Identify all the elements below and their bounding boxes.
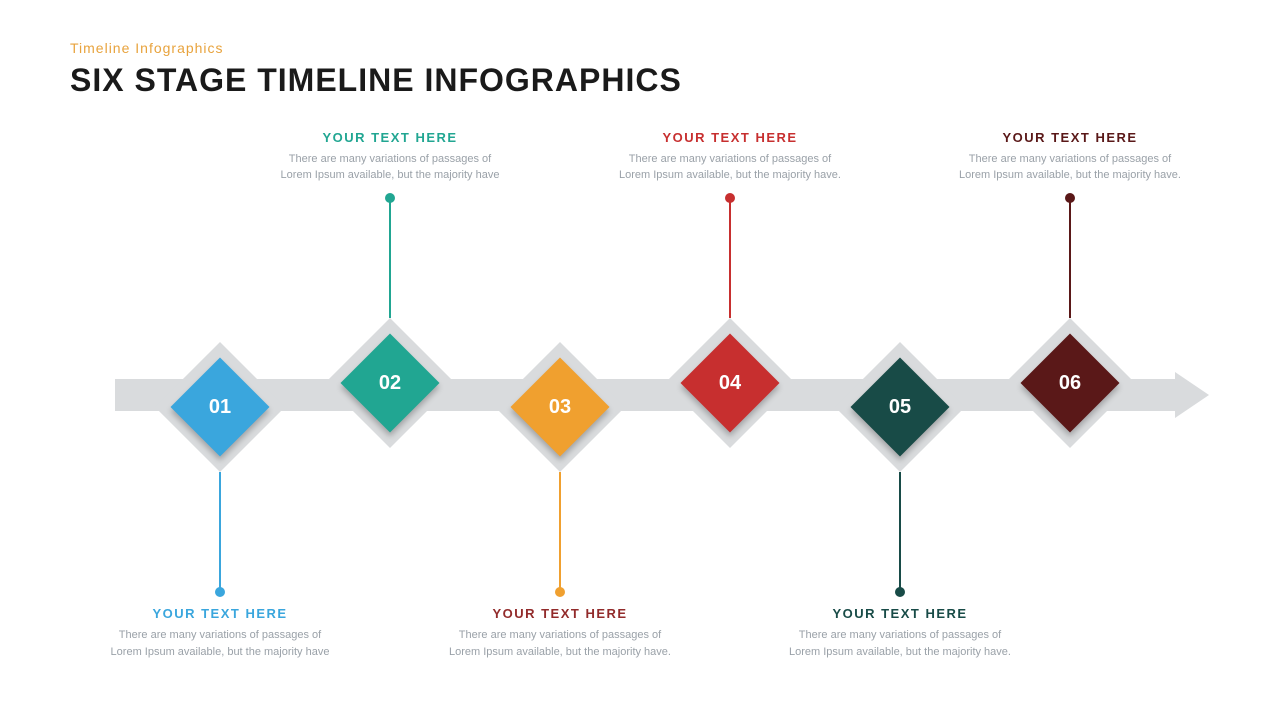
stage-stem bbox=[389, 198, 391, 318]
timeline-canvas: 01 YOUR TEXT HERE There are many variation… bbox=[0, 0, 1280, 720]
caption-title: YOUR TEXT HERE bbox=[615, 130, 845, 145]
stage-stem bbox=[1069, 198, 1071, 318]
stage-caption: YOUR TEXT HERE There are many variations … bbox=[955, 130, 1185, 184]
stage-number: 02 bbox=[344, 337, 436, 429]
caption-body: There are many variations of passages of… bbox=[445, 627, 675, 660]
caption-title: YOUR TEXT HERE bbox=[105, 606, 335, 621]
stage-stem bbox=[729, 198, 731, 318]
stage-node-05: 05 bbox=[854, 361, 946, 453]
caption-body: There are many variations of passages of… bbox=[615, 151, 845, 184]
caption-title: YOUR TEXT HERE bbox=[785, 606, 1015, 621]
stage-number: 01 bbox=[174, 361, 266, 453]
stage-node-04: 04 bbox=[684, 337, 776, 429]
stage-number: 05 bbox=[854, 361, 946, 453]
caption-body: There are many variations of passages of… bbox=[275, 151, 505, 184]
stage-dot bbox=[385, 193, 395, 203]
stage-caption: YOUR TEXT HERE There are many variations … bbox=[275, 130, 505, 184]
stage-stem bbox=[899, 472, 901, 592]
stage-caption: YOUR TEXT HERE There are many variations … bbox=[615, 130, 845, 184]
stage-number: 06 bbox=[1024, 337, 1116, 429]
stage-dot bbox=[725, 193, 735, 203]
stage-stem bbox=[559, 472, 561, 592]
stage-dot bbox=[215, 587, 225, 597]
caption-body: There are many variations of passages of… bbox=[785, 627, 1015, 660]
caption-body: There are many variations of passages of… bbox=[955, 151, 1185, 184]
stage-caption: YOUR TEXT HERE There are many variations … bbox=[105, 606, 335, 660]
stage-caption: YOUR TEXT HERE There are many variations … bbox=[785, 606, 1015, 660]
caption-title: YOUR TEXT HERE bbox=[955, 130, 1185, 145]
stage-node-01: 01 bbox=[174, 361, 266, 453]
stage-dot bbox=[555, 587, 565, 597]
stage-dot bbox=[1065, 193, 1075, 203]
stage-dot bbox=[895, 587, 905, 597]
stage-caption: YOUR TEXT HERE There are many variations … bbox=[445, 606, 675, 660]
stage-stem bbox=[219, 472, 221, 592]
caption-title: YOUR TEXT HERE bbox=[445, 606, 675, 621]
stage-node-02: 02 bbox=[344, 337, 436, 429]
stage-number: 04 bbox=[684, 337, 776, 429]
stage-node-06: 06 bbox=[1024, 337, 1116, 429]
timeline-arrow-head bbox=[1175, 372, 1209, 418]
caption-body: There are many variations of passages of… bbox=[105, 627, 335, 660]
stage-node-03: 03 bbox=[514, 361, 606, 453]
caption-title: YOUR TEXT HERE bbox=[275, 130, 505, 145]
stage-number: 03 bbox=[514, 361, 606, 453]
